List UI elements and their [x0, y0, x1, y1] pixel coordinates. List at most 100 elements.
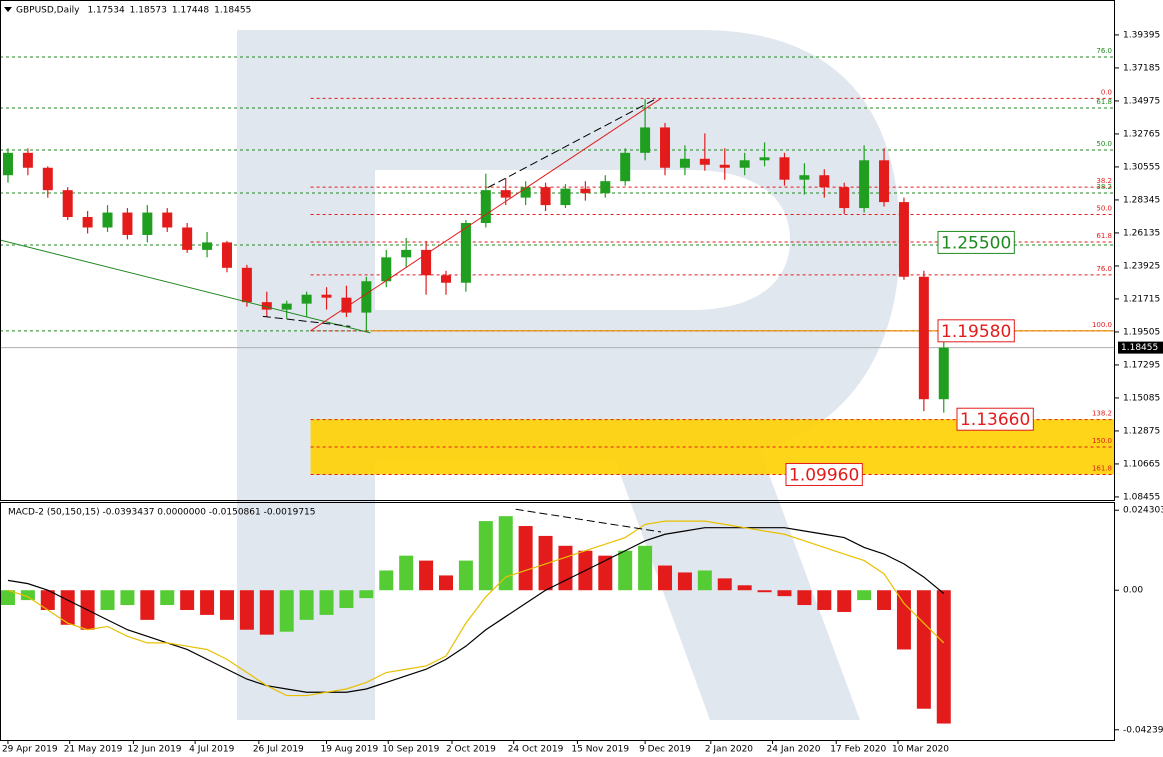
histogram-bar [498, 516, 513, 591]
y-tick-label: 1.32765 [1123, 129, 1160, 139]
histogram-bar [717, 578, 732, 591]
histogram-bar [419, 560, 434, 591]
histogram-bar [658, 565, 673, 591]
fib-level-label: 161.8 [1092, 464, 1112, 472]
y-tick-label: 1.17295 [1123, 360, 1160, 370]
candle-body [480, 190, 491, 224]
y-tick-label: 1.39395 [1123, 30, 1160, 40]
candle-body [679, 158, 690, 168]
key-level-box [937, 230, 1015, 254]
x-tick-label: 19 Aug 2019 [321, 745, 379, 755]
histogram-bar [737, 585, 752, 591]
key-level-label: 1.13660 [960, 410, 1030, 430]
candle-body [42, 167, 53, 191]
fib-level-label: 38.2 [1096, 177, 1112, 185]
histogram-bar [319, 590, 334, 615]
menu-triangle[interactable] [4, 7, 12, 12]
key-level-box [956, 407, 1034, 431]
trendline [310, 97, 662, 332]
fib-level-label: 61.8 [1096, 98, 1112, 106]
x-tick-label: 4 Jul 2019 [189, 745, 234, 755]
x-tick-label: 9 Dec 2019 [639, 745, 691, 755]
y-tick-label: 1.37185 [1123, 63, 1160, 73]
candle-body [620, 152, 631, 182]
x-tick-label: 24 Oct 2019 [508, 745, 564, 755]
x-tick-label: 2 Oct 2019 [446, 745, 496, 755]
macd-title: MACD-2 (50,150,15) -0.0393437 0.0000000 … [8, 508, 316, 518]
x-tick-label: 15 Nov 2019 [571, 745, 629, 755]
histogram-bar [339, 590, 354, 609]
current-price-box [1118, 341, 1163, 354]
histogram-bar [259, 590, 274, 635]
y-tick-label: 1.10665 [1123, 459, 1160, 469]
histogram-bar [896, 590, 911, 650]
histogram-bar [478, 521, 493, 591]
x-tick-label: 12 Jun 2019 [127, 745, 181, 755]
key-level-box [785, 462, 863, 486]
fib-level-label: 100.0 [1092, 321, 1112, 329]
histogram-bar [598, 555, 613, 591]
histogram-bar [857, 590, 872, 601]
candle-body [301, 294, 312, 304]
trendline [515, 508, 662, 533]
candle-body [82, 217, 93, 228]
candle-body [421, 249, 432, 276]
y-tick-label: 1.08455 [1123, 492, 1160, 502]
histogram-bar [100, 590, 115, 610]
y-tick-label: 1.30555 [1123, 162, 1160, 172]
watermark [237, 30, 900, 720]
histogram-bar [677, 572, 692, 591]
candle-body [401, 249, 412, 258]
histogram-bar [558, 545, 573, 591]
ohlc-value: 1.17448 [172, 6, 209, 16]
candle-body [739, 160, 750, 168]
candle-body [361, 281, 372, 313]
fib-level-label: 50.0 [1096, 204, 1112, 212]
histogram-bar [379, 570, 394, 591]
y-tick-label: 1.34975 [1123, 96, 1160, 106]
y-tick-label: 1.23925 [1123, 261, 1160, 271]
histogram-bar [618, 550, 633, 591]
candle-body [799, 175, 810, 180]
fib-level-label: 76.0 [1096, 47, 1112, 55]
candle-body [321, 294, 332, 298]
histogram-bar [200, 590, 215, 615]
macd-line [7, 520, 945, 697]
histogram-bar [239, 590, 254, 630]
candle-body [441, 275, 451, 283]
candle-body [500, 190, 511, 198]
key-level-label: 1.25500 [941, 233, 1011, 253]
candle-body [122, 212, 133, 235]
histogram-bar [219, 590, 234, 620]
x-tick-label: 21 May 2019 [64, 745, 123, 755]
candle-body [699, 158, 710, 165]
y-tick-label: 1.26135 [1123, 228, 1160, 238]
histogram-bar [0, 590, 15, 606]
trendline [262, 315, 351, 327]
histogram-bar [20, 590, 35, 601]
y-tick-label: 1.12875 [1123, 426, 1160, 436]
x-tick-label: 26 Jul 2019 [253, 745, 304, 755]
key-level-box [937, 319, 1015, 343]
histogram-bar [518, 526, 533, 591]
histogram-bar [180, 590, 195, 610]
candle-body [719, 164, 730, 168]
histogram-bar [757, 590, 772, 593]
histogram-bar [458, 560, 473, 591]
histogram-bar [359, 590, 374, 599]
histogram-bar [777, 590, 792, 597]
macd-line [7, 527, 945, 693]
macd-panel-border [0, 502, 1115, 741]
price-panel-border [0, 0, 1115, 501]
candle-body [600, 181, 611, 194]
candle-body [241, 267, 252, 303]
x-tick-label: 2 Jan 2020 [705, 745, 753, 755]
fib-level-label: 0.0 [1101, 88, 1112, 96]
histogram-bar [40, 590, 55, 610]
y-tick-label: 1.19505 [1123, 327, 1160, 337]
candle-body [261, 302, 272, 310]
fib-level-label: 50.0 [1096, 140, 1112, 148]
y-tick-label: -0.042396 [1123, 725, 1163, 735]
candle-body [879, 160, 890, 203]
